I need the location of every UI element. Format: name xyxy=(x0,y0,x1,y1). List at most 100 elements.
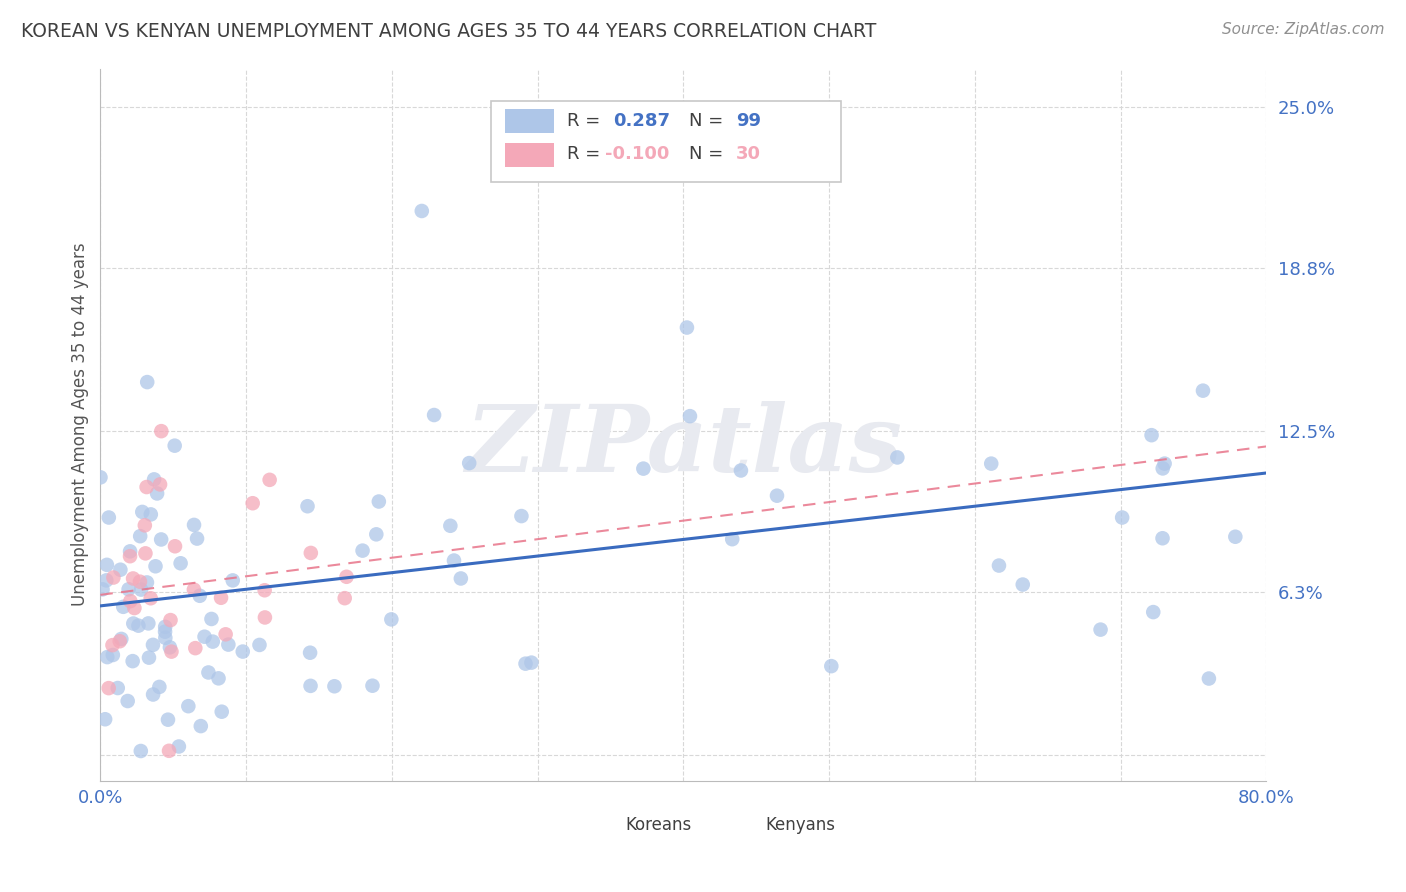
Text: 0.287: 0.287 xyxy=(613,112,671,129)
Y-axis label: Unemployment Among Ages 35 to 44 years: Unemployment Among Ages 35 to 44 years xyxy=(72,243,89,607)
Point xyxy=(131,505,153,519)
Point xyxy=(138,650,160,665)
Point xyxy=(1142,605,1164,619)
Point xyxy=(124,601,146,615)
Point xyxy=(520,656,543,670)
Point xyxy=(1111,510,1133,524)
Point xyxy=(143,472,166,486)
Point xyxy=(89,470,111,484)
Point xyxy=(110,632,132,646)
Point xyxy=(146,486,169,500)
Point xyxy=(222,574,245,588)
Point xyxy=(730,463,752,477)
Point xyxy=(679,409,702,424)
Point xyxy=(129,574,152,589)
Point xyxy=(183,582,205,597)
Point xyxy=(766,489,789,503)
Point xyxy=(1225,530,1247,544)
Point xyxy=(361,679,384,693)
Point xyxy=(458,456,481,470)
Point xyxy=(135,480,157,494)
Point xyxy=(333,591,356,606)
Point xyxy=(820,659,842,673)
Point xyxy=(367,494,389,508)
Point xyxy=(197,665,219,680)
Point xyxy=(129,529,152,543)
Point xyxy=(190,719,212,733)
Point xyxy=(142,688,165,702)
Text: N =: N = xyxy=(689,145,730,163)
Point xyxy=(110,563,132,577)
Point xyxy=(96,650,118,665)
Point xyxy=(253,610,276,624)
Point xyxy=(207,671,229,685)
Point xyxy=(443,553,465,567)
Point xyxy=(160,645,183,659)
Point xyxy=(149,477,172,491)
Point xyxy=(193,630,215,644)
Point xyxy=(134,546,156,560)
Point xyxy=(515,657,537,671)
Point xyxy=(297,500,319,514)
Point xyxy=(676,320,699,334)
Point xyxy=(139,508,162,522)
Point xyxy=(987,558,1010,573)
Point xyxy=(157,744,180,758)
Point xyxy=(108,634,131,648)
Point xyxy=(299,679,322,693)
Point xyxy=(159,613,181,627)
FancyBboxPatch shape xyxy=(491,101,841,183)
Text: ZIPatlas: ZIPatlas xyxy=(465,401,901,491)
Point xyxy=(1140,428,1163,442)
Text: 30: 30 xyxy=(735,145,761,163)
Point xyxy=(121,654,143,668)
Point xyxy=(117,694,139,708)
Point xyxy=(177,699,200,714)
Point xyxy=(167,739,190,754)
Point xyxy=(101,648,124,662)
Text: R =: R = xyxy=(567,112,606,129)
Point xyxy=(299,646,322,660)
Point xyxy=(136,375,159,389)
Point xyxy=(159,640,181,655)
Point xyxy=(1153,457,1175,471)
Point xyxy=(411,204,433,219)
Point xyxy=(1198,672,1220,686)
Point xyxy=(217,638,239,652)
Point xyxy=(145,559,167,574)
Point xyxy=(211,705,233,719)
Point xyxy=(112,599,135,614)
Point xyxy=(503,165,526,179)
Point xyxy=(209,591,232,605)
Point xyxy=(101,638,124,652)
Point xyxy=(149,797,172,811)
Point xyxy=(107,681,129,695)
Point xyxy=(150,533,173,547)
Point xyxy=(450,572,472,586)
Point xyxy=(134,518,156,533)
Text: Source: ZipAtlas.com: Source: ZipAtlas.com xyxy=(1222,22,1385,37)
Point xyxy=(129,744,152,758)
Text: 99: 99 xyxy=(735,112,761,129)
Point xyxy=(122,572,145,586)
Point xyxy=(91,582,114,597)
Point xyxy=(148,680,170,694)
Point xyxy=(188,589,211,603)
Point xyxy=(980,457,1002,471)
Point xyxy=(120,594,142,608)
Point xyxy=(94,712,117,726)
Point xyxy=(380,612,402,626)
Point xyxy=(120,544,142,558)
FancyBboxPatch shape xyxy=(505,143,554,167)
Point xyxy=(163,539,186,553)
Point xyxy=(186,532,208,546)
Point xyxy=(117,582,139,597)
Point xyxy=(136,575,159,590)
Point xyxy=(253,583,276,598)
Point xyxy=(150,424,173,438)
Point xyxy=(183,517,205,532)
Point xyxy=(201,634,224,648)
Point xyxy=(335,570,357,584)
Point xyxy=(96,574,118,588)
FancyBboxPatch shape xyxy=(591,815,616,838)
